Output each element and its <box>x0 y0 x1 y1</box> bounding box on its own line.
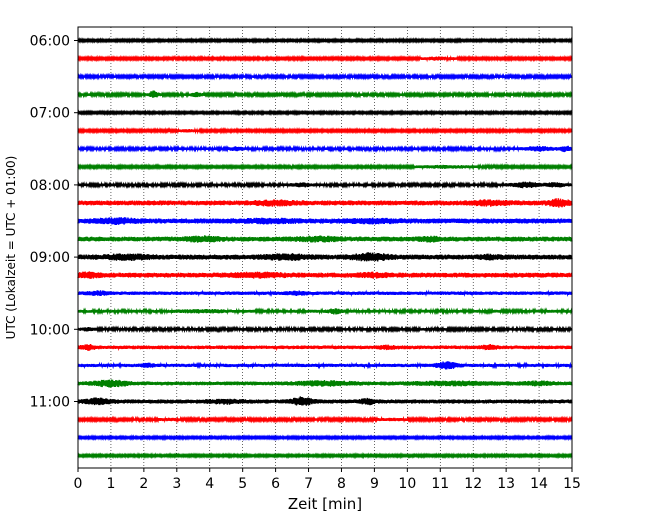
x-tick-label: 0 <box>74 476 83 492</box>
trace-0915 <box>77 271 573 279</box>
x-tick-label: 14 <box>530 476 548 492</box>
y-tick-label: 10:00 <box>30 322 70 338</box>
trace-0945 <box>77 307 573 316</box>
x-axis-label: Zeit [min] <box>288 495 362 513</box>
trace-1115 <box>77 415 573 424</box>
y-tick-label: 11:00 <box>30 395 70 411</box>
x-tick-label: 5 <box>238 476 247 492</box>
y-tick-label: 08:00 <box>30 178 70 194</box>
y-tick-label: 07:00 <box>30 106 70 122</box>
x-axis-ticks: 0 1 2 3 4 5 6 7 8 9 10 11 12 13 14 15 <box>74 468 581 492</box>
x-tick-label: 10 <box>398 476 416 492</box>
x-tick-label: 11 <box>431 476 449 492</box>
x-tick-label: 8 <box>337 476 346 492</box>
trace-0600 <box>77 36 573 44</box>
trace-0930 <box>77 289 573 298</box>
x-tick-label: 2 <box>139 476 148 492</box>
trace-0900 <box>77 252 573 262</box>
x-tick-label: 4 <box>205 476 214 492</box>
x-tick-label: 9 <box>370 476 379 492</box>
trace-0800 <box>77 180 573 189</box>
x-tick-label: 1 <box>106 476 115 492</box>
trace-1015 <box>77 343 573 352</box>
trace-1130 <box>77 434 573 442</box>
y-tick-label: 09:00 <box>30 250 70 266</box>
seismic-traces <box>77 36 573 460</box>
trace-1030 <box>77 361 573 370</box>
trace-0615 <box>77 54 573 63</box>
x-tick-label: 12 <box>464 476 482 492</box>
trace-0700 <box>77 109 573 117</box>
x-tick-label: 13 <box>497 476 515 492</box>
y-axis-label: UTC (Lokalzeit = UTC + 01:00) <box>4 156 18 340</box>
trace-1000 <box>77 325 573 334</box>
x-tick-label: 6 <box>271 476 280 492</box>
trace-0630 <box>77 72 573 81</box>
x-tick-label: 15 <box>563 476 581 492</box>
trace-1145 <box>77 452 573 460</box>
trace-0845 <box>77 235 573 243</box>
trace-0715 <box>77 126 573 135</box>
trace-0645 <box>77 90 573 99</box>
trace-0745 <box>77 162 573 171</box>
trace-1100 <box>77 396 573 406</box>
trace-0815 <box>77 198 573 208</box>
plot-frame <box>77 26 573 469</box>
y-axis-ticks: 06:00 07:00 08:00 09:00 10:00 11:00 <box>30 34 78 411</box>
trace-0830 <box>77 217 573 225</box>
x-tick-label: 7 <box>304 476 313 492</box>
y-tick-label: 06:00 <box>30 34 70 50</box>
trace-1045 <box>77 379 573 388</box>
x-tick-label: 3 <box>172 476 181 492</box>
trace-0730 <box>77 144 573 153</box>
